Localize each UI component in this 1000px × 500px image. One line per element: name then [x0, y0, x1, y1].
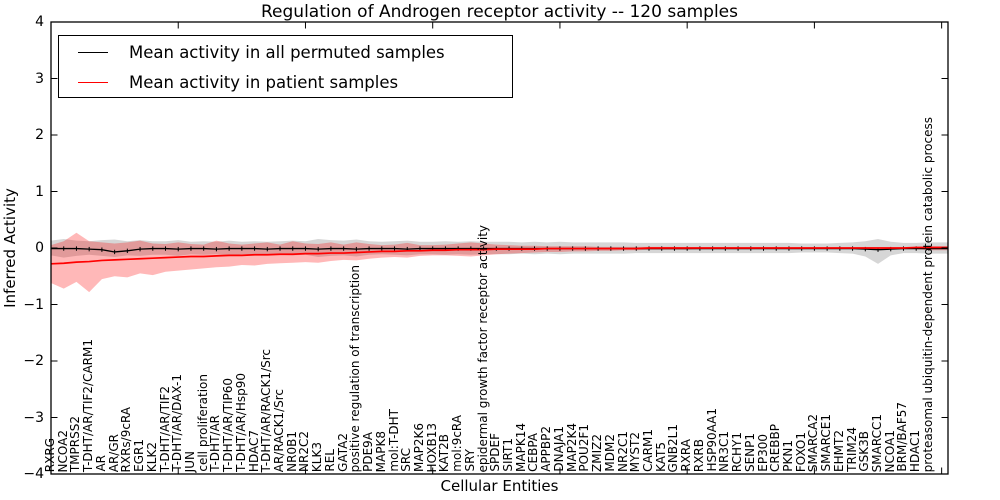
- mean-line: [50, 246, 948, 265]
- x-category-label: HDAC1: [908, 429, 923, 472]
- x-category-label: EHMT2: [831, 430, 846, 472]
- x-category-label: RCHY1: [730, 431, 745, 472]
- legend-entry-permuted: Mean activity in all permuted samples: [59, 38, 512, 66]
- x-category-label: RXRA: [679, 439, 694, 472]
- x-category-label: SMARCE1: [819, 414, 834, 472]
- legend-label: Mean activity in patient samples: [129, 72, 399, 92]
- y-tick-label: −2: [23, 353, 44, 369]
- x-category-label: T-DHT/AR/Hsp90: [233, 373, 248, 472]
- x-category-label: AR: [93, 455, 108, 472]
- x-category-label: KLK2: [144, 441, 159, 472]
- x-category-label: EGR1: [132, 439, 147, 472]
- x-category-label: MAPK8: [373, 430, 388, 472]
- x-category-label: RXRG: [43, 437, 57, 472]
- x-category-label: JUN: [182, 450, 197, 472]
- confidence-band: [51, 238, 948, 264]
- x-category-label: SIRT1: [501, 438, 516, 472]
- x-category-label: T-DHT/AR/TIP60: [221, 377, 236, 472]
- y-tick-label: 1: [35, 183, 44, 200]
- x-category-label: mol:9cRA: [450, 415, 465, 472]
- legend-entry-patient: Mean activity in patient samples: [59, 68, 512, 96]
- x-category-label: CARM1: [641, 429, 655, 472]
- x-category-label: proteasomal ubiquitin-dependent protein …: [920, 116, 935, 472]
- permuted-line-swatch: [78, 51, 108, 53]
- legend: Mean activity in all permuted samples Me…: [58, 35, 513, 98]
- x-category-label: T-DHT/AR/TIF2/CARM1: [81, 338, 96, 472]
- x-category-label: PKN1: [780, 440, 795, 472]
- x-category-label: PDE9A: [361, 432, 376, 472]
- x-category-label: MAP2K6: [411, 423, 426, 472]
- patient-line-swatch: [78, 81, 108, 83]
- x-category-label: APPBP2: [539, 426, 554, 472]
- legend-label: Mean activity in all permuted samples: [129, 42, 445, 62]
- y-tick-label: 4: [35, 14, 44, 30]
- y-tick-label: −4: [23, 466, 44, 482]
- y-tick-label: 3: [35, 70, 44, 87]
- x-category-label: SENP1: [742, 432, 757, 472]
- x-category-label: DNAJA1: [551, 426, 566, 472]
- chart-title: Regulation of Androgen receptor activity…: [261, 2, 738, 22]
- x-category-label: RXRB: [691, 438, 706, 472]
- x-category-label: KLK3: [310, 441, 325, 472]
- x-axis-label: Cellular Entities: [440, 477, 559, 495]
- x-category-label: AR/RACK1/Src: [272, 388, 287, 472]
- y-tick-label: 2: [35, 127, 44, 143]
- x-category-label: MDM2: [602, 434, 617, 472]
- y-tick-label: −1: [23, 296, 44, 313]
- x-category-label: ZMIZ2: [590, 434, 605, 472]
- y-tick-label: −3: [23, 409, 44, 426]
- x-category-label: SMARCC1: [870, 413, 885, 472]
- x-category-label: REL: [322, 449, 337, 472]
- y-tick-label: 0: [35, 240, 44, 256]
- x-category-label: SRY: [462, 449, 477, 472]
